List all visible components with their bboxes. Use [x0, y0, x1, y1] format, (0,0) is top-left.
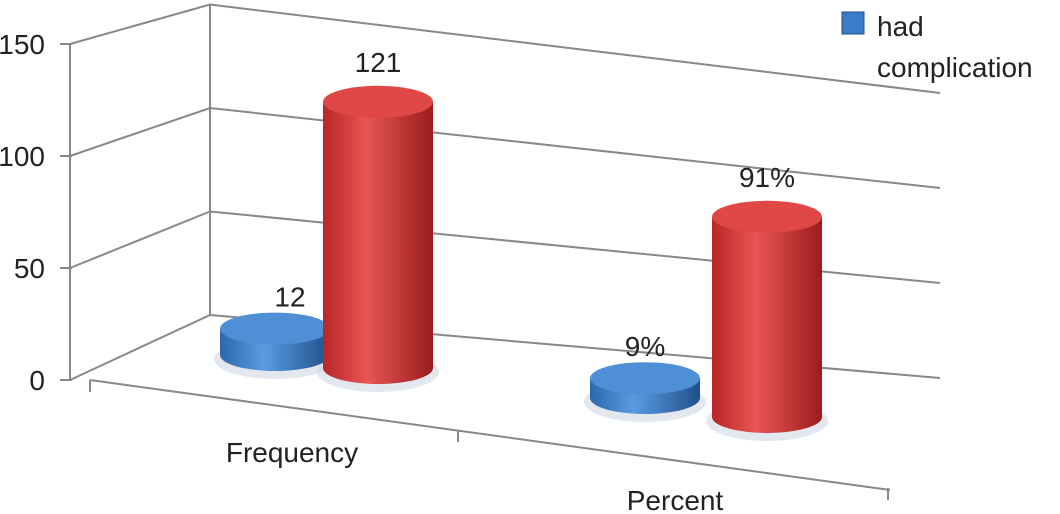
bar-top — [590, 362, 700, 395]
y-tick-label: 50 — [14, 253, 45, 284]
legend-label-had: had — [877, 11, 924, 42]
bar-percent-series-1: 9% — [584, 331, 706, 422]
bar-percent-series-2: 91% — [706, 162, 828, 441]
floor-front-edge — [89, 379, 891, 491]
data-label: 9% — [625, 331, 665, 362]
bar-top — [323, 85, 433, 118]
bar-frequency-series-1: 12 — [214, 282, 336, 379]
y-tick-label: 0 — [29, 365, 45, 396]
category-label-frequency: Frequency — [226, 437, 358, 468]
bar-body — [323, 101, 433, 385]
gridline — [69, 3, 941, 94]
data-label: 121 — [355, 47, 402, 78]
y-tick-label: 150 — [0, 29, 45, 60]
category-label-percent: Percent — [627, 485, 724, 514]
legend-label-complication: complication — [877, 52, 1033, 83]
gridline — [69, 106, 941, 189]
bar-top — [712, 200, 822, 233]
legend-swatch-had-complication — [841, 11, 865, 35]
legend: had complication — [841, 11, 1033, 83]
data-label: 91% — [739, 162, 795, 193]
bar-frequency-series-2: 121 — [317, 47, 439, 392]
bar-body — [712, 216, 822, 433]
bar-top — [220, 312, 330, 345]
data-label: 12 — [274, 282, 305, 313]
y-tick-label: 100 — [0, 141, 45, 172]
